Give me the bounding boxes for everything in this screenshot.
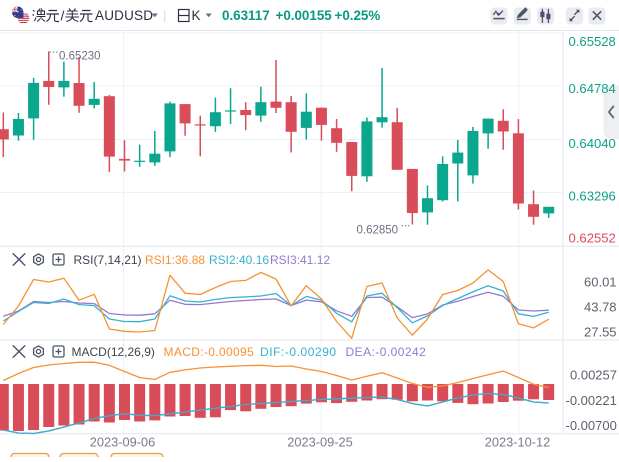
- svg-text:RSI3:41.12: RSI3:41.12: [270, 253, 330, 267]
- svg-text:27.55: 27.55: [584, 325, 617, 340]
- svg-text:2023-09-06: 2023-09-06: [90, 435, 155, 450]
- svg-text:0.64040: 0.64040: [569, 136, 616, 151]
- svg-text:2023-09-25: 2023-09-25: [287, 435, 352, 450]
- svg-text:/: /: [61, 8, 65, 24]
- svg-text:0.63296: 0.63296: [569, 188, 616, 203]
- svg-text:MACD(12,26,9): MACD(12,26,9): [72, 345, 155, 359]
- svg-text:0.62850: 0.62850: [357, 225, 399, 237]
- svg-text:RSI2:40.16: RSI2:40.16: [209, 253, 269, 267]
- svg-text:+0.00155: +0.00155: [276, 8, 333, 23]
- svg-text:DIF:-0.00290: DIF:-0.00290: [260, 345, 337, 359]
- svg-text:DEA:-0.00242: DEA:-0.00242: [346, 345, 427, 359]
- svg-text:AUDUSD: AUDUSD: [95, 8, 153, 23]
- svg-text:0.63117: 0.63117: [222, 8, 270, 23]
- svg-text:0.64784: 0.64784: [569, 81, 616, 96]
- svg-text:+0.25%: +0.25%: [335, 8, 381, 23]
- svg-text:-0.00700: -0.00700: [566, 418, 617, 433]
- svg-text:MACD:-0.00095: MACD:-0.00095: [164, 345, 255, 359]
- svg-text:RSI1:36.88: RSI1:36.88: [145, 253, 205, 267]
- svg-text:RSI(7,14,21): RSI(7,14,21): [74, 253, 142, 267]
- svg-text:0.65230: 0.65230: [59, 51, 101, 63]
- svg-text:2023-10-12: 2023-10-12: [485, 435, 550, 450]
- svg-text:0.00257: 0.00257: [570, 368, 617, 383]
- svg-text:0.65528: 0.65528: [569, 34, 616, 49]
- svg-text:43.78: 43.78: [584, 300, 617, 315]
- svg-text:0.62552: 0.62552: [569, 230, 616, 245]
- svg-text:60.01: 60.01: [584, 274, 617, 289]
- svg-text:K: K: [192, 8, 201, 23]
- svg-text:|: |: [163, 8, 166, 23]
- svg-text:-0.00221: -0.00221: [566, 393, 617, 408]
